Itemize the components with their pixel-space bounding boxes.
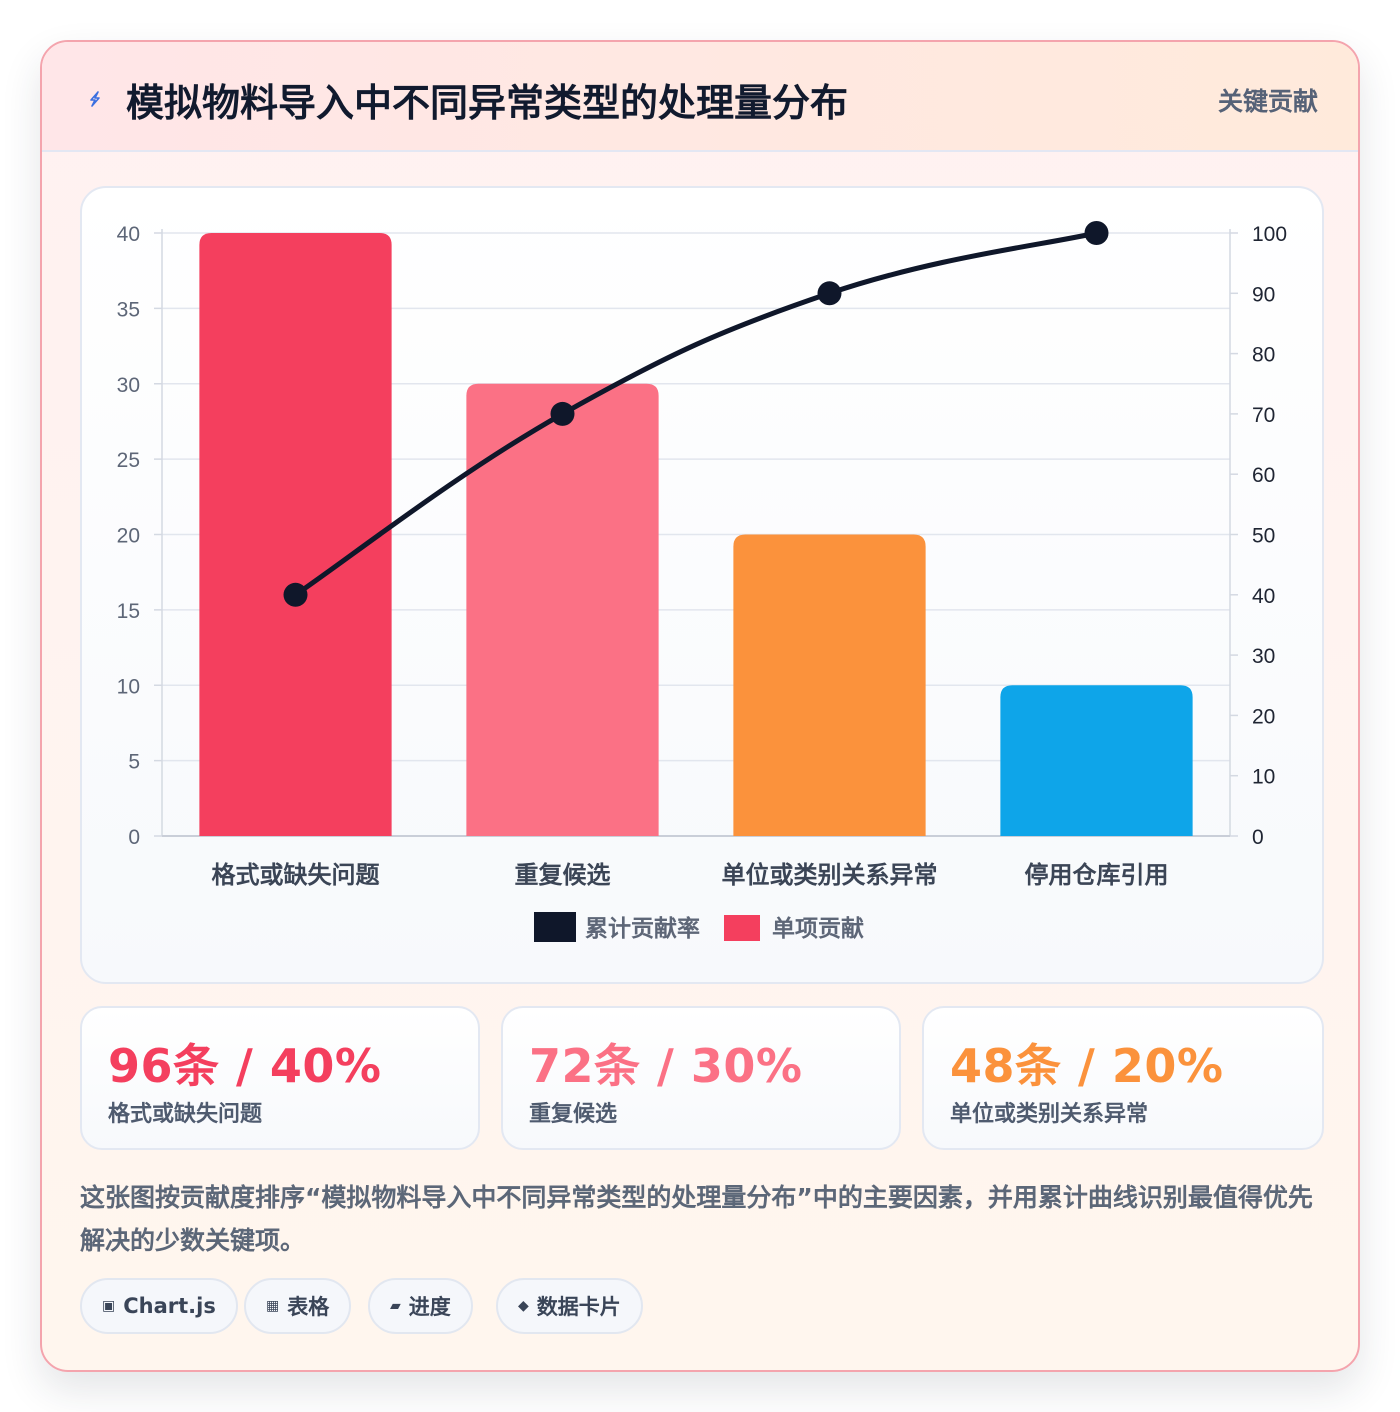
- y-left-tick-label: 20: [117, 525, 140, 548]
- chart-icon: ▣: [102, 1298, 116, 1314]
- stat-card-3: 48条 / 20% 单位或类别关系异常: [922, 1006, 1324, 1150]
- y-right-tick-label: 90: [1252, 283, 1275, 306]
- line-point: [1084, 221, 1109, 245]
- stat-label: 重复候选: [529, 1102, 618, 1127]
- y-right-tick-label: 30: [1252, 645, 1275, 668]
- y-left-tick-label: 0: [128, 826, 140, 849]
- y-left-tick-label: 35: [117, 298, 140, 321]
- table-icon: ▦: [266, 1298, 280, 1314]
- y-right-tick-label: 20: [1252, 705, 1275, 728]
- chip-label: Chart.js: [123, 1294, 216, 1318]
- stat-card-1: 96条 / 40% 格式或缺失问题: [80, 1006, 480, 1150]
- y-left-tick-label: 30: [117, 374, 140, 397]
- chip-progress[interactable]: ▰ 进度: [368, 1278, 473, 1334]
- chip-table[interactable]: ▦ 表格: [244, 1278, 352, 1334]
- chart-description: 这张图按贡献度排序“模拟物料导入中不同异常类型的处理量分布”中的主要因素，并用累…: [80, 1183, 1313, 1255]
- chart-card: 模拟物料导入中不同异常类型的处理量分布 关键贡献 0 5 10 15 20 25 30 35 4…: [40, 40, 1360, 1372]
- chip-data-card[interactable]: ◆ 数据卡片: [496, 1278, 643, 1334]
- y-left-tick-label: 25: [117, 449, 140, 472]
- y-left-tick-label: 10: [117, 675, 140, 698]
- stat-label: 单位或类别关系异常: [950, 1102, 1149, 1127]
- y-right-tick-label: 80: [1252, 344, 1275, 367]
- stat-card-2: 72条 / 30% 重复候选: [501, 1006, 901, 1150]
- page-title: 模拟物料导入中不同异常类型的处理量分布: [126, 81, 849, 125]
- bar: [199, 233, 392, 836]
- x-tick-label: 停用仓库引用: [1025, 861, 1169, 889]
- bar: [1000, 685, 1193, 836]
- diamond-icon: ◆: [518, 1298, 529, 1314]
- line-point: [283, 582, 308, 607]
- lightning-icon: [90, 91, 100, 107]
- x-tick-label: 格式或缺失问题: [212, 861, 380, 889]
- legend-swatch-bar: [724, 915, 760, 941]
- chip-label: 数据卡片: [536, 1295, 621, 1319]
- stat-value: 72条 / 30%: [529, 1039, 803, 1093]
- y-left-tick-label: 5: [128, 751, 140, 774]
- y-left-tick-label: 40: [117, 223, 140, 246]
- chart-panel: 0 5 10 15 20 25 30 35 40 0 10 20 30 40 50 60 70 80 90 100 格式…: [80, 186, 1324, 984]
- x-tick-label: 重复候选: [515, 861, 611, 889]
- stat-value: 96条 / 40%: [108, 1039, 382, 1093]
- bar: [733, 534, 926, 836]
- x-tick-label: 单位或类别关系异常: [722, 861, 938, 889]
- y-right-tick-label: 0: [1252, 826, 1264, 849]
- bar: [466, 383, 659, 836]
- y-right-tick-label: 40: [1252, 585, 1275, 608]
- progress-icon: ▰: [390, 1298, 401, 1314]
- stat-value: 48条 / 20%: [950, 1039, 1224, 1093]
- chip-label: 表格: [287, 1295, 330, 1319]
- y-right-tick-label: 70: [1252, 404, 1275, 427]
- card-header: 模拟物料导入中不同异常类型的处理量分布 关键贡献: [42, 42, 1358, 152]
- chip-chartjs[interactable]: ▣ Chart.js: [80, 1278, 238, 1334]
- chip-label: 进度: [408, 1295, 451, 1319]
- line-point: [817, 281, 842, 306]
- y-right-tick-label: 60: [1252, 464, 1275, 487]
- y-right-tick-label: 10: [1252, 766, 1275, 789]
- legend-label: 累计贡献率: [585, 915, 700, 942]
- line-point: [550, 401, 575, 426]
- y-left-tick-label: 15: [117, 600, 140, 623]
- y-right-tick-label: 100: [1252, 223, 1287, 246]
- legend-label: 单项贡献: [772, 916, 864, 942]
- pareto-chart: 0 5 10 15 20 25 30 35 40 0 10 20 30 40 50 60 70 80 90 100 格式…: [117, 221, 1287, 942]
- y-right-tick-label: 50: [1252, 525, 1275, 548]
- header-tag: 关键贡献: [1217, 87, 1318, 116]
- legend-swatch-line: [534, 912, 576, 942]
- stat-label: 格式或缺失问题: [108, 1102, 263, 1127]
- cumulative-line: [293, 230, 1099, 598]
